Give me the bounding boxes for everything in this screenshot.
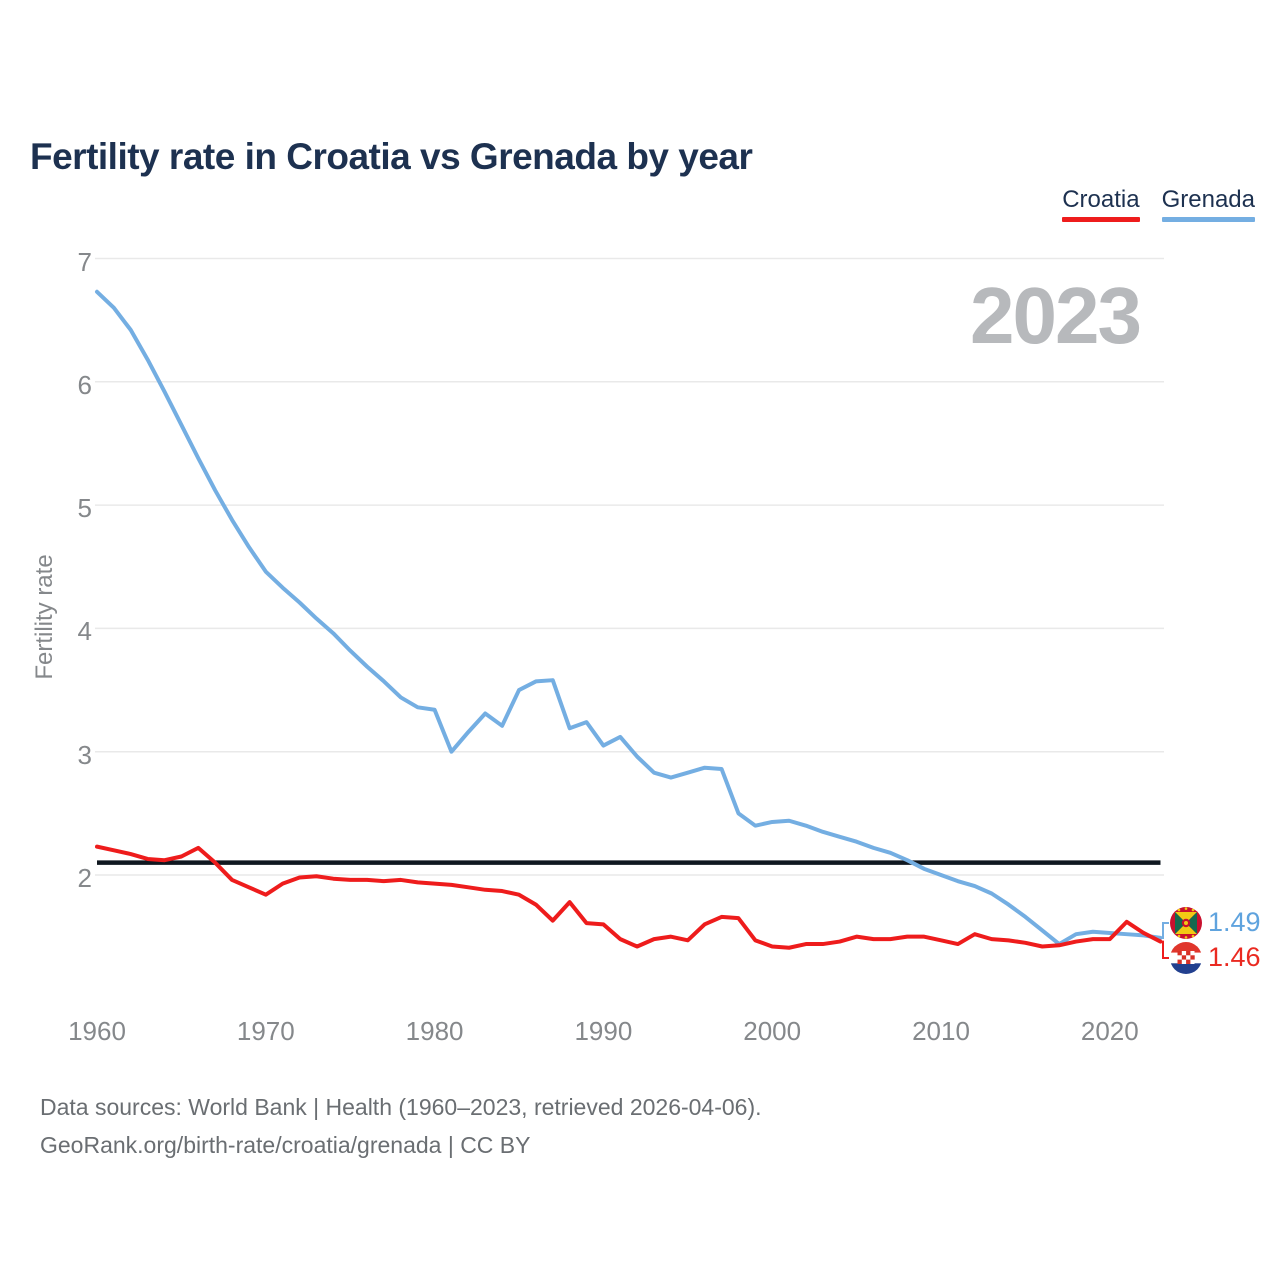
series-line-grenada[interactable] — [95, 289, 1163, 947]
grenada-connector — [1160, 922, 1169, 939]
croatia-connector — [1160, 940, 1169, 959]
watermark-year: 2023 — [970, 271, 1142, 360]
legend-item-croatia[interactable]: Croatia — [1062, 186, 1140, 222]
series-line-croatia[interactable] — [95, 844, 1163, 950]
legend-label-croatia: Croatia — [1062, 186, 1140, 213]
end-value-croatia: 1.46 — [1208, 942, 1261, 972]
legend: Croatia Grenada — [1062, 186, 1255, 222]
y-axis-title: Fertility rate — [31, 554, 58, 680]
legend-item-grenada[interactable]: Grenada — [1161, 186, 1255, 222]
series-lines[interactable] — [95, 289, 1163, 950]
x-tick-label: 2010 — [912, 1016, 970, 1046]
y-tick-label: 7 — [77, 246, 92, 277]
footer-attribution-line: GeoRank.org/birth-rate/croatia/grenada |… — [40, 1131, 531, 1158]
y-tick-label: 5 — [77, 493, 92, 524]
footer: Data sources: World Bank | Health (1960–… — [40, 1089, 762, 1165]
y-tick-label: 3 — [77, 739, 92, 770]
x-tick-label: 1960 — [68, 1016, 126, 1046]
x-tick-label: 1980 — [405, 1016, 464, 1046]
x-tick-label: 1970 — [236, 1016, 295, 1046]
legend-underline-croatia — [1062, 217, 1140, 222]
footer-sources-line: Data sources: World Bank | Health (1960–… — [40, 1094, 762, 1120]
grenada-flag-icon — [1170, 907, 1202, 939]
x-tick-label: 2000 — [743, 1016, 802, 1046]
end-value-grenada: 1.49 — [1208, 907, 1261, 937]
gridlines — [95, 257, 1164, 876]
legend-underline-grenada — [1161, 217, 1255, 222]
y-tick-label: 4 — [77, 616, 92, 647]
legend-label-grenada: Grenada — [1161, 186, 1255, 213]
x-tick-label: 1990 — [574, 1016, 633, 1046]
x-tick-label: 2020 — [1080, 1016, 1139, 1046]
y-tick-label: 6 — [77, 369, 92, 400]
croatia-flag-icon — [1170, 942, 1202, 974]
end-connectors — [1160, 922, 1169, 959]
y-tick-label: 2 — [77, 863, 92, 893]
page-title: Fertility rate in Croatia vs Grenada by … — [30, 135, 753, 177]
